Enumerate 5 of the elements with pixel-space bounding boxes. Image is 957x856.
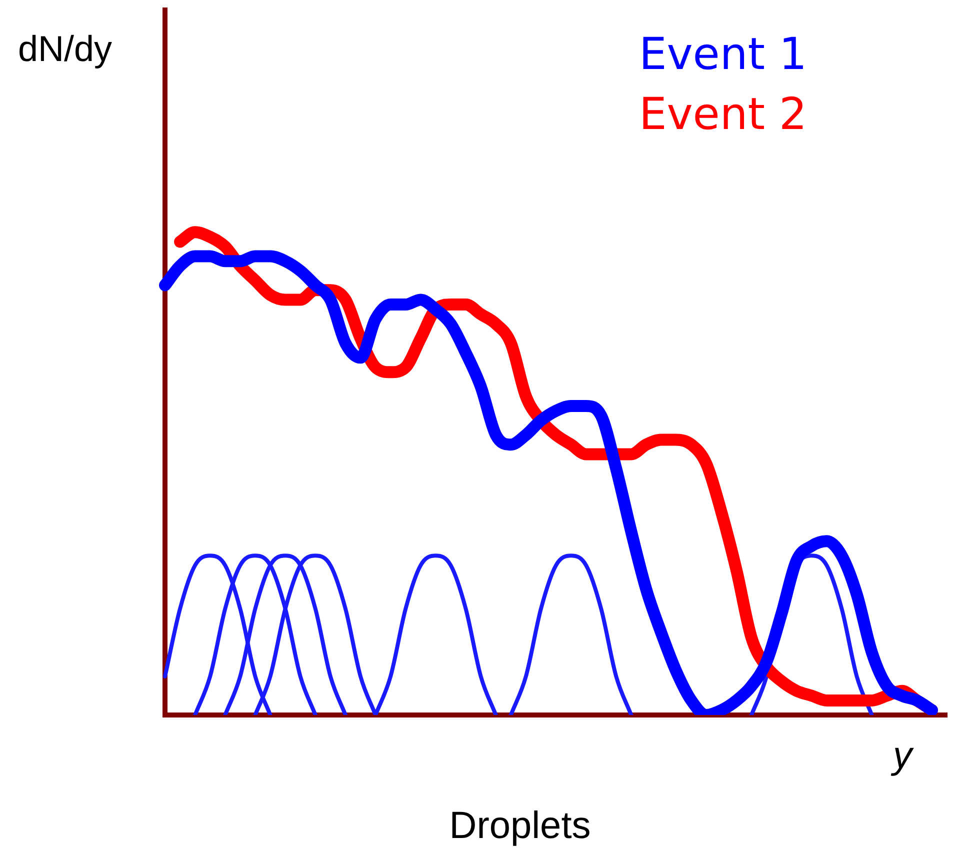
text: Event 1 [638,28,807,82]
y-axis-title: dN/dy [18,28,112,70]
x-axis-title: y [893,735,912,778]
text: Event 2 [638,88,807,142]
text: Droplets [448,805,592,848]
